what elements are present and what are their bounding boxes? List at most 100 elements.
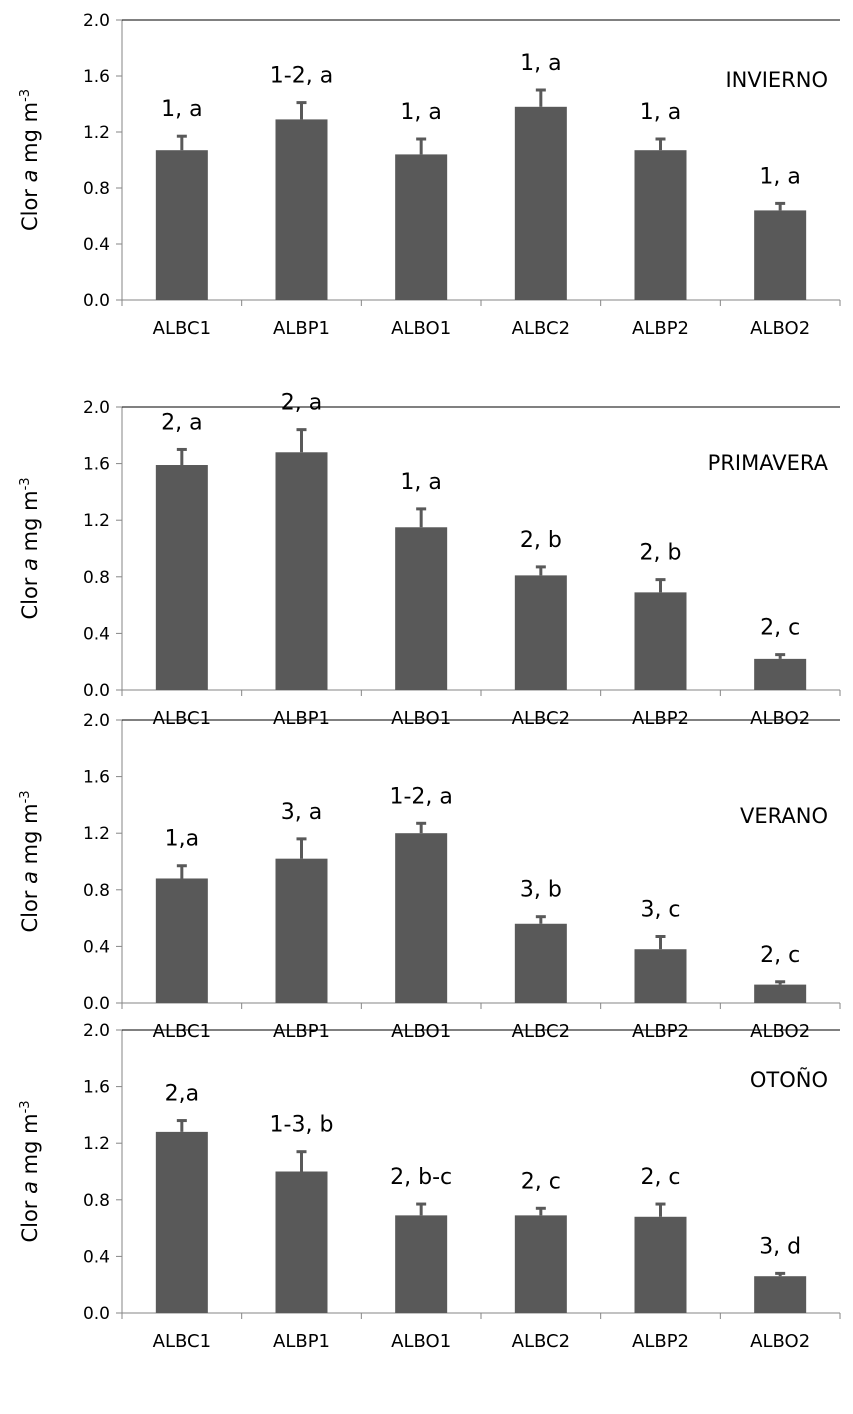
significance-label: 2, c	[760, 943, 800, 968]
y-tick-label: 0.4	[83, 1247, 110, 1267]
bar-albp1	[275, 452, 328, 690]
significance-label: 2, b-c	[390, 1165, 452, 1190]
panel-title: INVIERNO	[725, 68, 828, 92]
bar-albp2	[634, 1216, 687, 1313]
x-tick-label: ALBP1	[273, 1021, 330, 1042]
y-tick-label: 1.6	[83, 768, 110, 788]
bar-albc1	[155, 878, 208, 1003]
bar-albp2	[634, 150, 687, 300]
bar-albc2	[514, 1215, 567, 1313]
significance-label: 1, a	[400, 100, 441, 125]
x-tick-label: ALBC2	[512, 708, 570, 729]
bar-albc2	[514, 575, 567, 690]
bar-albc1	[155, 150, 208, 300]
x-tick-label: ALBO2	[750, 1021, 810, 1042]
x-tick-label: ALBP1	[273, 318, 330, 339]
significance-label: 1, a	[640, 100, 681, 125]
x-tick-label: ALBP1	[273, 1331, 330, 1352]
y-axis-label: Clor a mg m-3	[18, 89, 42, 231]
y-tick-label: 1.2	[83, 824, 110, 844]
bar-albp2	[634, 592, 687, 690]
significance-label: 3, b	[520, 878, 562, 903]
x-tick-label: ALBO2	[750, 708, 810, 729]
y-tick-label: 0.0	[83, 1304, 110, 1324]
x-tick-label: ALBC1	[153, 708, 211, 729]
y-tick-label: 0.4	[83, 624, 110, 644]
y-tick-label: 0.8	[83, 881, 110, 901]
significance-label: 1, a	[759, 164, 800, 189]
y-tick-label: 0.8	[83, 179, 110, 199]
x-tick-label: ALBO1	[391, 708, 451, 729]
significance-label: 1, a	[520, 51, 561, 76]
bar-albc2	[514, 923, 567, 1003]
y-tick-label: 0.8	[83, 1191, 110, 1211]
x-tick-label: ALBC1	[153, 318, 211, 339]
bar-albo2	[754, 658, 807, 690]
y-axis-label: Clor a mg m-3	[18, 477, 42, 619]
significance-label: 2,a	[165, 1082, 199, 1107]
significance-label: 1,a	[165, 827, 199, 852]
significance-label: 1, a	[400, 470, 441, 495]
bar-albp1	[275, 1171, 328, 1313]
significance-label: 2, b	[520, 528, 562, 553]
chart-panel-2: 0.0 0.4 0.8 1.2 1.6 2.0 1,a ALBC1 3, a ALBP1 1-2, …	[18, 711, 841, 1042]
y-tick-label: 1.2	[83, 511, 110, 531]
x-tick-label: ALBC1	[153, 1331, 211, 1352]
x-tick-label: ALBO1	[391, 1021, 451, 1042]
bar-albo2	[754, 1276, 807, 1313]
y-tick-label: 0.8	[83, 568, 110, 588]
y-tick-label: 1.6	[83, 1078, 110, 1098]
x-tick-label: ALBP2	[632, 1331, 689, 1352]
significance-label: 3, d	[759, 1234, 801, 1259]
y-tick-label: 0.4	[83, 937, 110, 957]
significance-label: 2, c	[521, 1169, 561, 1194]
y-axis-label: Clor a mg m-3	[18, 790, 42, 932]
y-tick-label: 0.4	[83, 235, 110, 255]
x-tick-label: ALBC2	[512, 318, 570, 339]
significance-label: 3, a	[281, 800, 322, 825]
chart-panel-1: 0.0 0.4 0.8 1.2 1.6 2.0 2, a ALBC1 2, a ALBP1 1, a…	[18, 391, 841, 729]
panel-title: OTOÑO	[750, 1066, 828, 1092]
y-tick-label: 1.6	[83, 455, 110, 475]
x-tick-label: ALBP2	[632, 318, 689, 339]
panel-title: PRIMAVERA	[708, 451, 829, 475]
bar-albp1	[275, 119, 328, 301]
y-tick-label: 2.0	[83, 398, 110, 418]
x-tick-label: ALBO2	[750, 318, 810, 339]
y-tick-label: 2.0	[83, 11, 110, 31]
significance-label: 1, a	[161, 97, 202, 122]
significance-label: 2, c	[760, 616, 800, 641]
bar-albo2	[754, 210, 807, 300]
x-tick-label: ALBP2	[632, 708, 689, 729]
panel-title: VERANO	[740, 804, 828, 828]
x-tick-label: ALBO1	[391, 318, 451, 339]
y-tick-label: 2.0	[83, 1021, 110, 1041]
bar-albo1	[395, 154, 448, 300]
bar-albo2	[754, 984, 807, 1003]
x-tick-label: ALBO2	[750, 1331, 810, 1352]
y-tick-label: 0.0	[83, 994, 110, 1014]
bar-albo1	[395, 527, 448, 690]
y-tick-label: 1.2	[83, 123, 110, 143]
x-tick-label: ALBP2	[632, 1021, 689, 1042]
significance-label: 1-2, a	[270, 64, 333, 89]
bar-albo1	[395, 1215, 448, 1313]
x-tick-label: ALBP1	[273, 708, 330, 729]
chart-panel-3: 0.0 0.4 0.8 1.2 1.6 2.0 2,a ALBC1 1-3, b ALBP1 2, …	[18, 1021, 841, 1352]
chart-panel-0: 0.0 0.4 0.8 1.2 1.6 2.0 1, a ALBC1 1-2, a ALBP1 1,…	[18, 11, 841, 339]
y-tick-label: 1.2	[83, 1134, 110, 1154]
bar-albc2	[514, 106, 567, 300]
bar-albc1	[155, 465, 208, 690]
x-tick-label: ALBC1	[153, 1021, 211, 1042]
y-axis-label: Clor a mg m-3	[18, 1100, 42, 1242]
bar-albc1	[155, 1131, 208, 1313]
significance-label: 3, c	[640, 897, 680, 922]
significance-label: 1-2, a	[389, 784, 452, 809]
significance-label: 2, a	[281, 391, 322, 416]
x-tick-label: ALBO1	[391, 1331, 451, 1352]
y-tick-label: 1.6	[83, 67, 110, 87]
x-tick-label: ALBC2	[512, 1021, 570, 1042]
significance-label: 2, c	[640, 1165, 680, 1190]
